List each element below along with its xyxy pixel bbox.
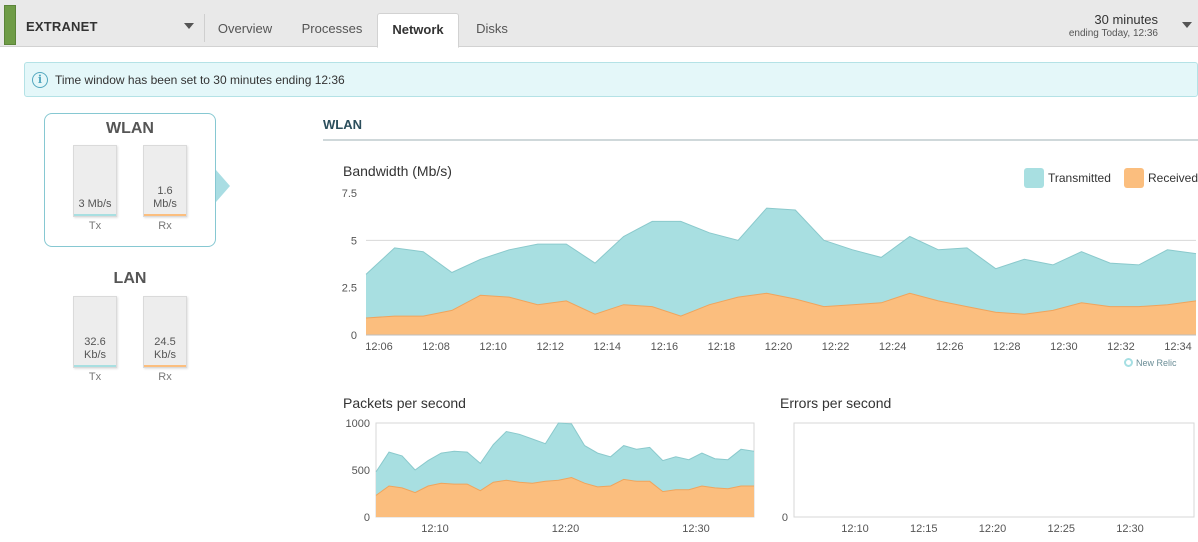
tx-meter-fill <box>74 214 116 216</box>
watermark-text: New Relic <box>1136 358 1177 368</box>
tx-value: 3 Mb/s <box>78 198 112 210</box>
info-banner: i Time window has been set to 30 minutes… <box>24 62 1198 97</box>
x-tick-label: 12:08 <box>422 341 450 353</box>
rx-value: 1.6 Mb/s <box>153 185 177 210</box>
packets-chart[interactable]: 0 500 1000 12:10 12:20 12:30 <box>330 415 760 542</box>
tx-meter-fill <box>74 365 116 367</box>
errors-chart-title: Errors per second <box>780 395 892 411</box>
packets-chart-title: Packets per second <box>343 395 466 411</box>
transmitted-area <box>366 208 1196 318</box>
tx-label: Tx <box>88 220 102 232</box>
x-tick-label: 12:16 <box>651 341 679 353</box>
x-tick-label: 12:10 <box>421 523 449 535</box>
y-tick-label: 500 <box>352 465 370 477</box>
x-tick-label: 12:10 <box>479 341 507 353</box>
rx-value: 24.5 Kb/s <box>153 336 176 361</box>
x-tick-label: 12:15 <box>910 523 938 535</box>
received-line <box>375 476 754 496</box>
tab-disks[interactable]: Disks <box>476 21 508 36</box>
server-name: EXTRANET <box>26 19 98 34</box>
x-tick-label: 12:12 <box>536 341 564 353</box>
legend-swatch-received <box>1124 168 1144 188</box>
chevron-down-icon[interactable] <box>184 23 194 29</box>
interface-card-wlan[interactable]: WLAN 3 Mb/s Tx 1.6 Mb/s Rx <box>44 113 216 247</box>
rx-label: Rx <box>158 371 172 383</box>
section-title: WLAN <box>323 117 362 132</box>
chevron-down-icon[interactable] <box>1182 22 1192 28</box>
interface-name: WLAN <box>106 120 154 137</box>
rx-label: Rx <box>158 220 172 232</box>
y-tick-label: 0 <box>364 512 370 524</box>
rx-meter: 24.5 Kb/s <box>143 296 187 368</box>
x-tick-label: 12:30 <box>1116 523 1144 535</box>
legend-swatch-transmitted <box>1024 168 1044 188</box>
legend-label: Received <box>1148 171 1198 185</box>
new-relic-logo-icon <box>1124 358 1133 367</box>
x-tick-label: 12:28 <box>993 341 1021 353</box>
selected-card-pointer <box>216 170 230 202</box>
transmitted-line <box>365 207 1197 275</box>
transmitted-line <box>375 422 755 473</box>
section-divider <box>323 139 1198 141</box>
time-window-duration: 30 minutes <box>1094 12 1158 27</box>
x-tick-label: 12:20 <box>552 523 580 535</box>
plot-frame <box>793 422 1195 518</box>
errors-chart[interactable]: 0 12:10 12:15 12:20 12:25 12:30 <box>770 415 1198 542</box>
tx-meter: 3 Mb/s <box>73 145 117 217</box>
tab-network[interactable]: Network <box>377 13 459 48</box>
x-tick-label: 12:18 <box>708 341 736 353</box>
received-area <box>366 293 1196 335</box>
received-line <box>365 292 1197 319</box>
tab-overview[interactable]: Overview <box>217 21 273 36</box>
x-tick-label: 12:14 <box>594 341 622 353</box>
interface-name: LAN <box>113 270 147 287</box>
y-tick-label: 1000 <box>346 418 370 430</box>
bandwidth-chart[interactable]: 0 2.5 5 7.5 12:06 12:08 12:10 12:12 12:14 12:16 12… <box>330 185 1198 357</box>
y-tick-label: 2.5 <box>342 283 357 295</box>
x-tick-label: 12:30 <box>1050 341 1078 353</box>
x-tick-label: 12:32 <box>1107 341 1135 353</box>
interface-card-lan[interactable]: LAN 32.6 Kb/s Tx 24.5 Kb/s Rx <box>44 263 216 397</box>
x-tick-label: 12:20 <box>979 523 1007 535</box>
rx-meter-fill <box>144 214 186 216</box>
banner-message: Time window has been set to 30 minutes e… <box>55 73 345 87</box>
x-tick-label: 12:10 <box>841 523 869 535</box>
x-tick-label: 12:30 <box>682 523 710 535</box>
x-tick-label: 12:24 <box>879 341 907 353</box>
info-icon: i <box>32 72 48 88</box>
time-window-picker[interactable]: 30 minutes ending Today, 12:36 <box>1069 12 1158 39</box>
tab-processes[interactable]: Processes <box>301 21 363 36</box>
transmitted-area <box>376 423 754 496</box>
tx-label: Tx <box>88 371 102 383</box>
divider <box>204 14 205 42</box>
x-tick-label: 12:25 <box>1047 523 1075 535</box>
y-tick-label: 7.5 <box>342 188 357 200</box>
rx-meter-fill <box>144 365 186 367</box>
tx-value: 32.6 Kb/s <box>83 336 106 361</box>
x-tick-label: 12:26 <box>936 341 964 353</box>
top-bar: EXTRANET Overview Processes Network Disk… <box>0 0 1198 48</box>
server-selector[interactable]: EXTRANET <box>0 5 204 47</box>
time-window-ending: ending Today, 12:36 <box>1068 28 1158 39</box>
new-relic-watermark: New Relic <box>1124 358 1177 368</box>
bandwidth-chart-title: Bandwidth (Mb/s) <box>343 163 452 179</box>
server-status-indicator <box>4 5 16 45</box>
x-tick-label: 12:34 <box>1164 341 1192 353</box>
y-tick-label: 0 <box>782 512 788 524</box>
x-tick-label: 12:06 <box>365 341 393 353</box>
x-tick-label: 12:22 <box>822 341 850 353</box>
legend-label: Transmitted <box>1048 171 1111 185</box>
y-tick-label: 0 <box>351 330 357 342</box>
y-tick-label: 5 <box>351 235 357 247</box>
rx-meter: 1.6 Mb/s <box>143 145 187 217</box>
received-area <box>376 477 754 517</box>
tx-meter: 32.6 Kb/s <box>73 296 117 368</box>
x-tick-label: 12:20 <box>765 341 793 353</box>
